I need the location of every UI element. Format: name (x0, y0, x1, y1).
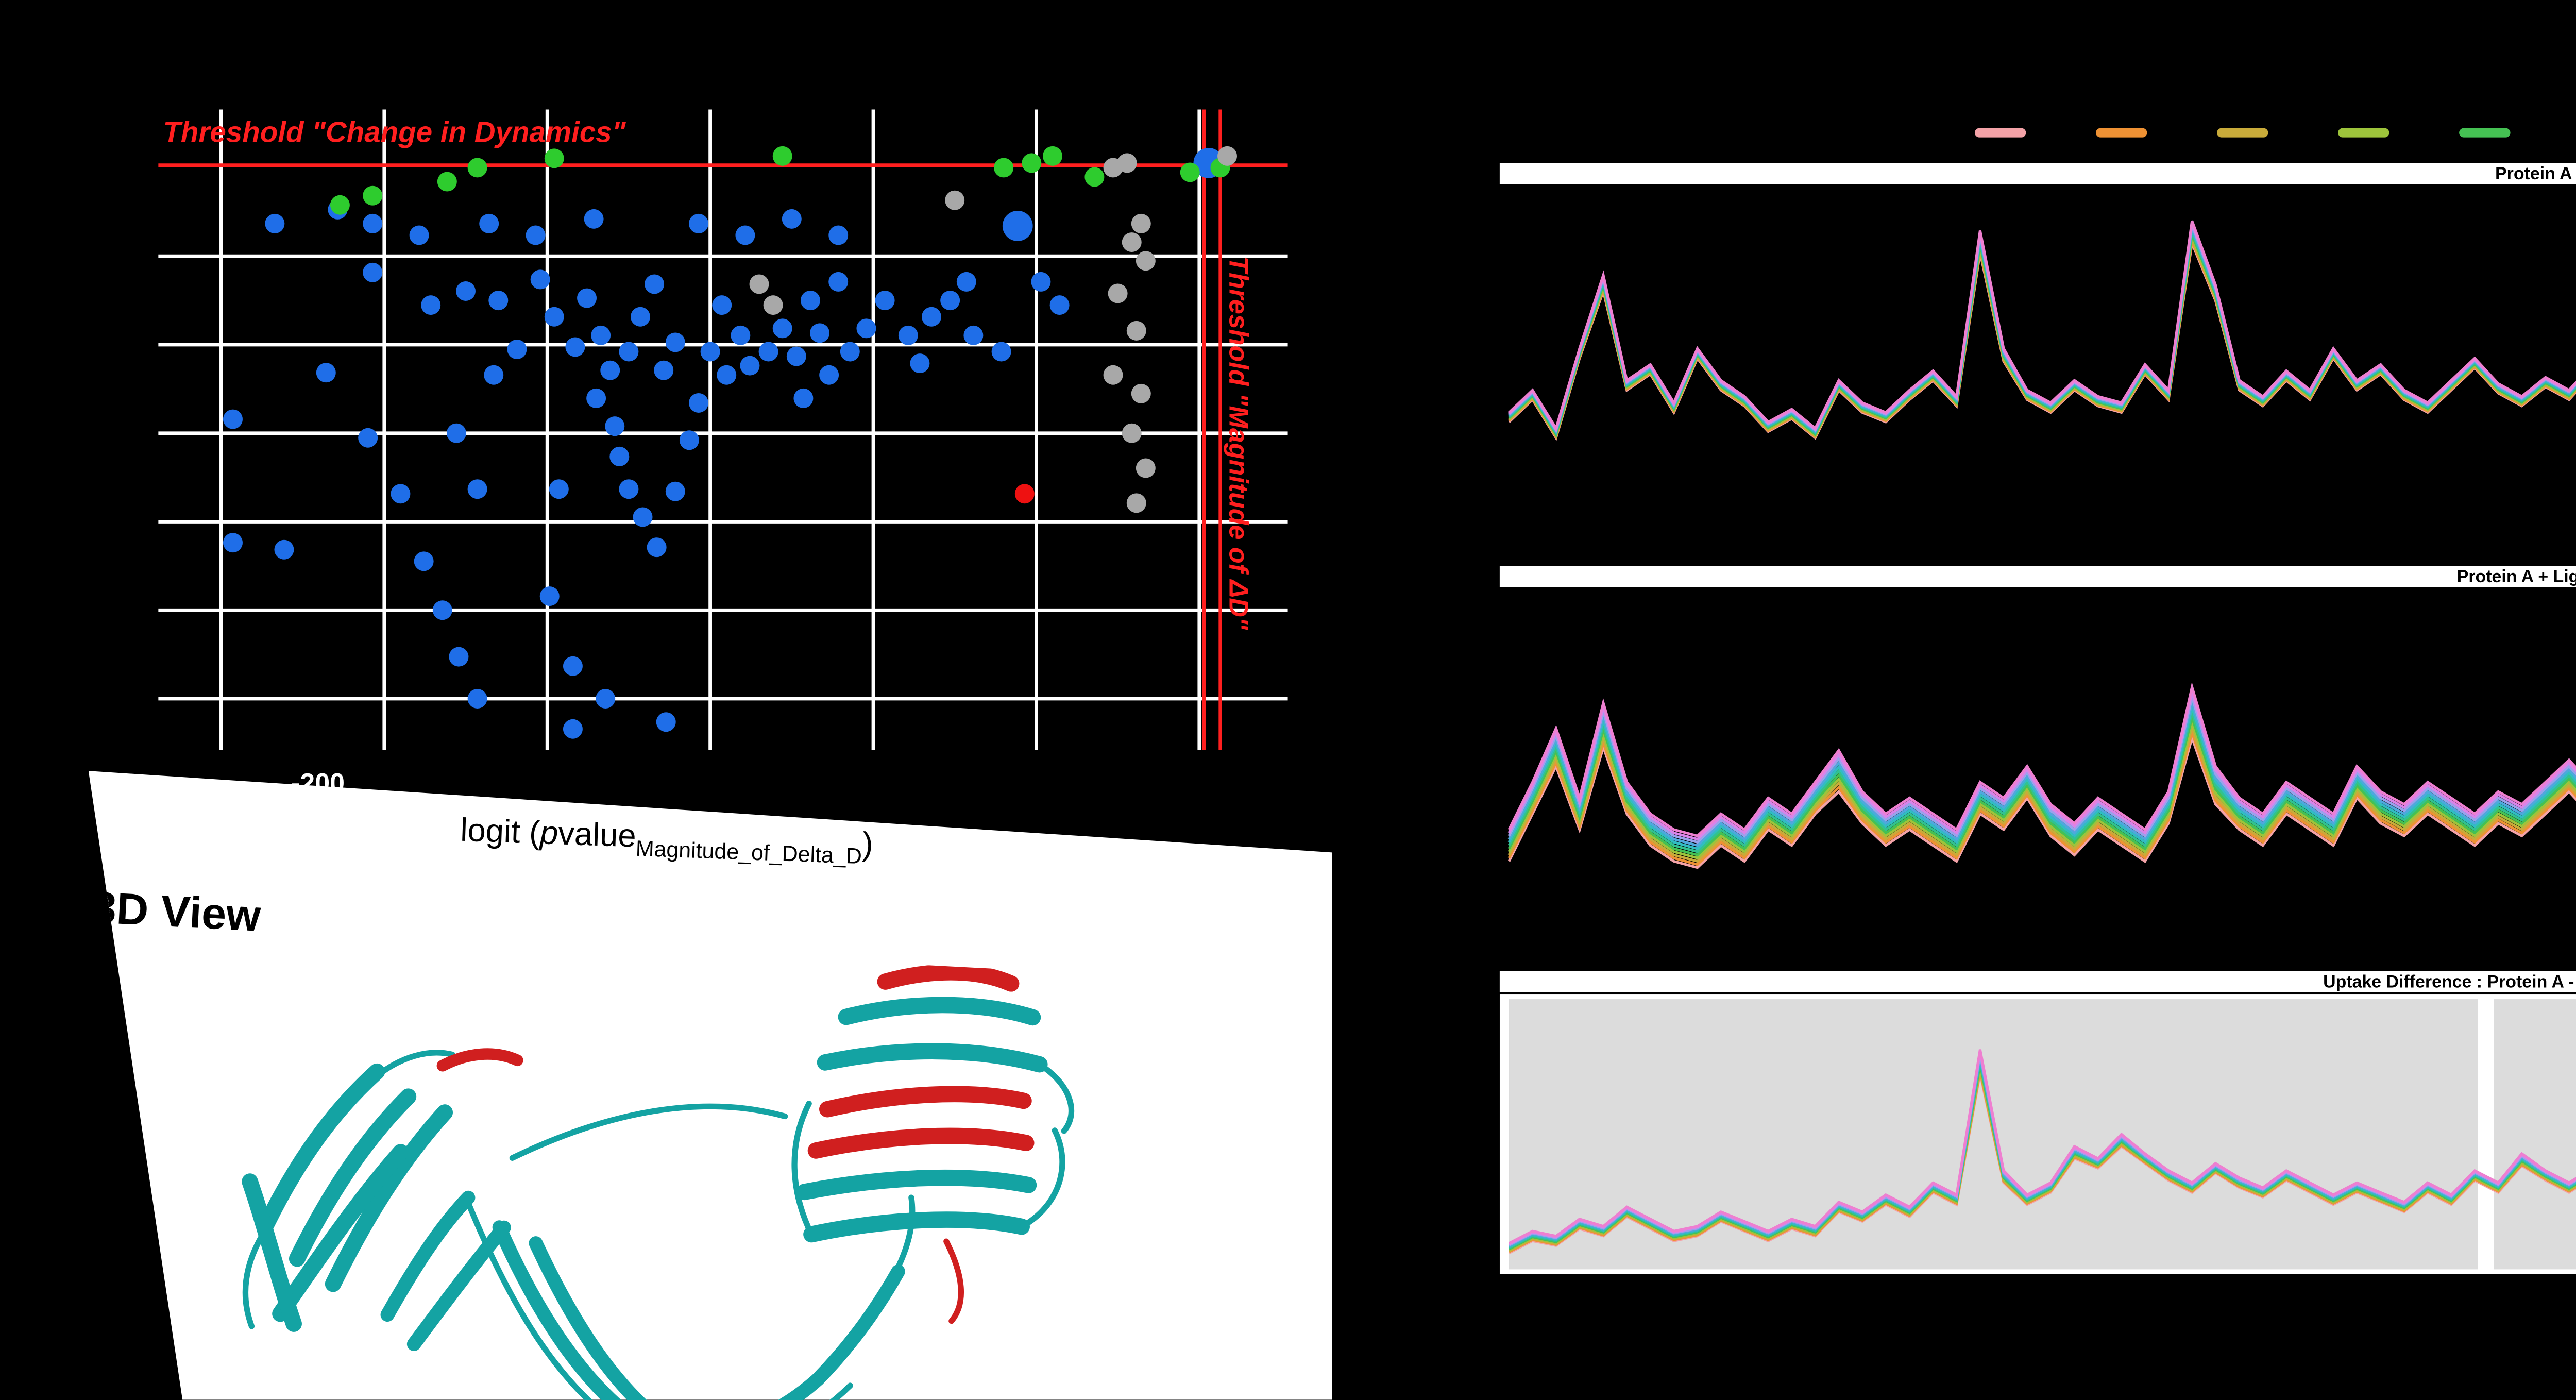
legend-swatch[interactable] (2338, 128, 2389, 138)
legend-swatch[interactable] (2217, 128, 2268, 138)
xlabel-prefix: logit ( (460, 810, 541, 851)
panel-title-text: Protein A (2495, 163, 2572, 184)
timepoint-legend[interactable] (1974, 128, 2576, 142)
uptake-difference-plot[interactable] (1499, 994, 2576, 1274)
legend-swatch[interactable] (1974, 128, 2026, 138)
panel-title-text: Uptake Difference : Protein A - (Protein… (2323, 971, 2576, 992)
xlabel-value: value (557, 814, 637, 854)
uptake-plot-protein-a[interactable] (1500, 187, 2576, 543)
panel-title-text: Protein A + Ligand (2456, 566, 2576, 587)
protein-structure[interactable] (173, 927, 1337, 1400)
legend-swatch[interactable] (2459, 128, 2511, 138)
panel-title-protein-a-ligand: Protein A + Ligand (1499, 566, 2576, 587)
xlabel-suffix: ) (861, 824, 874, 863)
panel-title-protein-a: Protein A (1499, 163, 2576, 184)
threshold-change-in-dynamics-label: Threshold "Change in Dynamics" (163, 116, 626, 149)
panel-title-uptake-difference: Uptake Difference : Protein A - (Protein… (1499, 971, 2576, 992)
xlabel-p: p (539, 813, 559, 851)
legend-swatch[interactable] (2096, 128, 2147, 138)
volcano-x-tick: -200 (291, 771, 345, 799)
uptake-plot-protein-a-ligand[interactable] (1500, 589, 2576, 943)
threshold-magnitude-label: Threshold "Magnitude of ΔD" (1223, 256, 1251, 630)
